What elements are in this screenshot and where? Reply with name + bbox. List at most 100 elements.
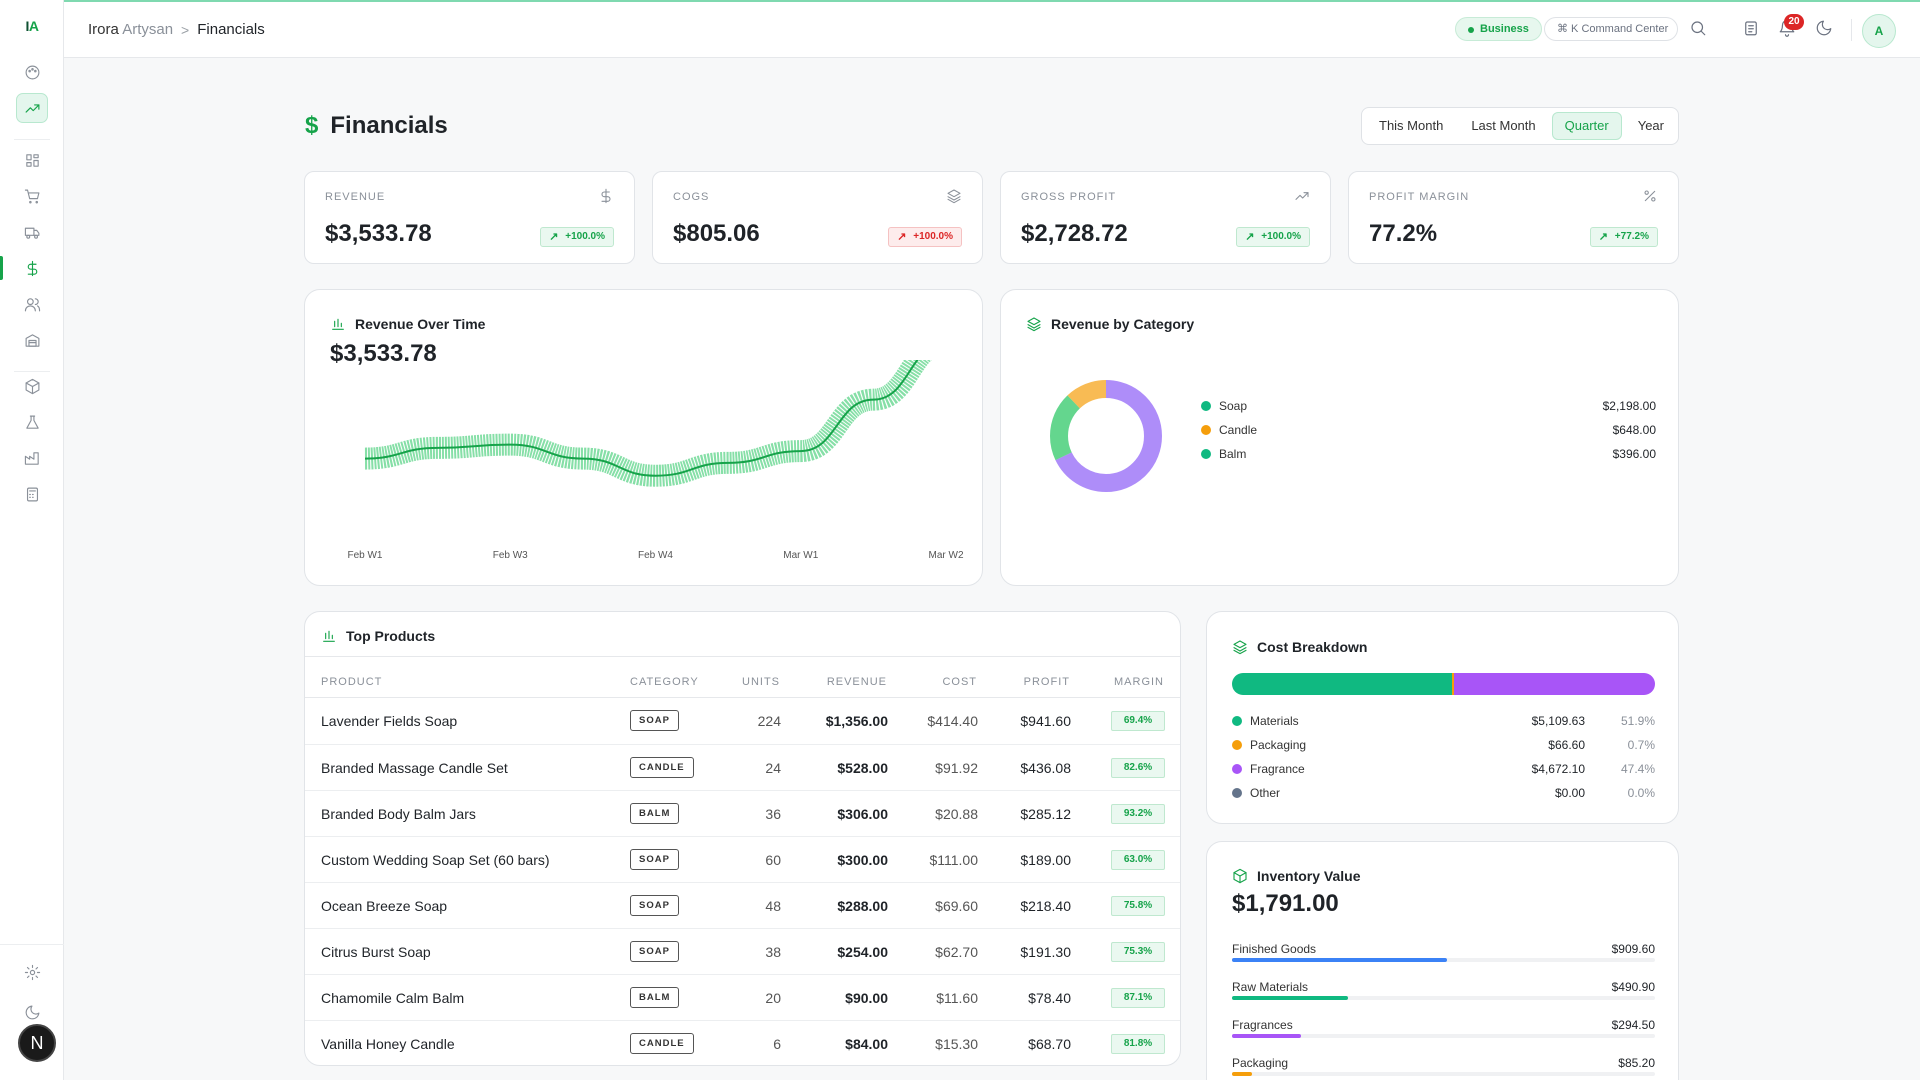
- cost-name: Other: [1250, 786, 1281, 800]
- user-avatar[interactable]: A: [1862, 14, 1896, 48]
- inventory-bar-track: [1232, 1072, 1655, 1076]
- factory-icon[interactable]: [16, 443, 48, 473]
- legend-item-balm: Balm $396.00: [1201, 445, 1656, 463]
- revenue-cell: $90.00: [845, 990, 888, 1006]
- table-row[interactable]: Branded Body Balm Jars BALM 36 $306.00 $20.8…: [305, 790, 1180, 836]
- inventory-name: Raw Materials: [1232, 980, 1309, 994]
- inventory-row: Finished Goods $909.60: [1232, 942, 1655, 972]
- column-header-cost[interactable]: COST: [942, 676, 977, 688]
- inventory-name: Packaging: [1232, 1056, 1289, 1070]
- cost-cell: $15.30: [935, 1036, 978, 1052]
- inventory-amount: $909.60: [1611, 942, 1655, 956]
- table-row[interactable]: Citrus Burst Soap SOAP 38 $254.00 $62.70 $191…: [305, 928, 1180, 974]
- top-products-panel: Top Products PRODUCT CATEGORY UNITS REVE…: [304, 611, 1181, 1066]
- cost-item-fragrance: Fragrance $4,672.10 47.4%: [1232, 760, 1655, 778]
- inventory-name: Finished Goods: [1232, 942, 1317, 956]
- inventory-amount: $490.90: [1611, 980, 1655, 994]
- kpi-label: REVENUE: [325, 191, 386, 203]
- table-row[interactable]: Chamomile Calm Balm BALM 20 $90.00 $11.60 $78…: [305, 974, 1180, 1020]
- revenue-cell: $300.00: [837, 852, 888, 868]
- legend-name: Candle: [1219, 423, 1258, 437]
- revenue-by-category-title: Revenue by Category: [1026, 316, 1194, 332]
- cost-breakdown-title: Cost Breakdown: [1232, 639, 1367, 655]
- cost-name: Fragrance: [1250, 762, 1305, 776]
- period-this-month[interactable]: This Month: [1379, 118, 1444, 133]
- topbar-divider: [1851, 19, 1852, 41]
- column-header-product[interactable]: PRODUCT: [321, 676, 383, 688]
- breadcrumb-separator: >: [181, 21, 190, 38]
- gear-icon[interactable]: [16, 957, 48, 987]
- donut-slice-candle[interactable]: [1050, 380, 1162, 492]
- command-center-button[interactable]: ⌘ K Command Center: [1544, 17, 1678, 41]
- warehouse-icon[interactable]: [16, 325, 48, 355]
- margin-badge: 81.8%: [1111, 1034, 1165, 1054]
- workspace-avatar[interactable]: N: [18, 1024, 56, 1062]
- moon-icon[interactable]: [1815, 19, 1835, 39]
- inventory-name: Fragrances: [1232, 1018, 1293, 1032]
- app-logo[interactable]: IA: [0, 18, 64, 34]
- units-cell: 38: [765, 944, 781, 960]
- package-icon: [1233, 868, 1247, 884]
- cost-amount: $4,672.10: [1531, 762, 1585, 776]
- margin-badge: 69.4%: [1111, 711, 1165, 731]
- sidebar: IA N: [0, 0, 64, 1080]
- plan-badge[interactable]: Business: [1455, 17, 1542, 41]
- category-badge: BALM: [630, 803, 680, 824]
- flask-icon[interactable]: [16, 407, 48, 437]
- category-badge: BALM: [630, 987, 680, 1008]
- table-row[interactable]: Vanilla Honey Candle CANDLE 6 $84.00 $15.30 $…: [305, 1020, 1180, 1065]
- trending-icon[interactable]: [16, 93, 48, 123]
- revenue-total: $3,533.78: [330, 340, 437, 367]
- top-products-title: Top Products: [321, 628, 435, 644]
- kpi-value: $3,533.78: [325, 220, 432, 247]
- period-quarter[interactable]: Quarter: [1551, 112, 1622, 140]
- package-icon[interactable]: [16, 371, 48, 401]
- period-last-month[interactable]: Last Month: [1471, 118, 1536, 133]
- donut-slice-balm[interactable]: [1050, 380, 1162, 492]
- units-cell: 224: [757, 713, 781, 729]
- column-header-profit[interactable]: PROFIT: [1023, 676, 1070, 688]
- panel-title-text: Cost Breakdown: [1257, 639, 1368, 655]
- profit-cell: $191.30: [1020, 944, 1071, 960]
- revenue-cell: $528.00: [837, 760, 888, 776]
- panel-title-text: Inventory Value: [1257, 868, 1361, 884]
- moon-icon[interactable]: [16, 997, 48, 1027]
- users-icon[interactable]: [16, 289, 48, 319]
- sidebar-divider: [0, 944, 64, 945]
- table-row[interactable]: Lavender Fields Soap SOAP 224 $1,356.00 $414…: [305, 698, 1180, 744]
- category-badge: SOAP: [630, 849, 679, 870]
- column-header-units[interactable]: UNITS: [742, 676, 780, 688]
- cart-icon[interactable]: [16, 181, 48, 211]
- revenue-line: [364, 360, 919, 477]
- column-header-category[interactable]: CATEGORY: [630, 676, 699, 688]
- accent-line: [0, 0, 1920, 2]
- column-header-margin[interactable]: MARGIN: [1114, 676, 1164, 688]
- dashboard-icon[interactable]: [16, 145, 48, 175]
- cost-cell: $414.40: [927, 713, 978, 729]
- column-header-revenue[interactable]: REVENUE: [826, 676, 887, 688]
- breadcrumb-org[interactable]: Irora Artysan: [88, 21, 173, 38]
- kpi-label: PROFIT MARGIN: [1369, 191, 1470, 203]
- table-row[interactable]: Branded Massage Candle Set CANDLE 24 $528.0…: [305, 744, 1180, 790]
- revenue-area-band: [364, 360, 932, 487]
- inventory-amount: $294.50: [1611, 1018, 1655, 1032]
- inventory-row: Fragrances $294.50: [1232, 1018, 1655, 1048]
- calculator-icon[interactable]: [16, 479, 48, 509]
- palette-icon[interactable]: [16, 57, 48, 87]
- dollar-icon[interactable]: [16, 253, 48, 283]
- cost-breakdown-panel: Cost Breakdown Materials $5,109.63 51.9% P…: [1206, 611, 1679, 824]
- clipboard-icon[interactable]: [1742, 19, 1762, 39]
- cost-cell: $62.70: [935, 944, 978, 960]
- truck-icon[interactable]: [16, 217, 48, 247]
- period-year[interactable]: Year: [1637, 118, 1664, 133]
- x-tick-label: Mar W2: [929, 550, 964, 561]
- cost-item-packaging: Packaging $66.60 0.7%: [1232, 736, 1655, 754]
- breadcrumb-org-first: Irora: [88, 21, 119, 38]
- breadcrumb: Irora Artysan > Financials: [88, 21, 265, 38]
- margin-badge: 82.6%: [1111, 758, 1165, 778]
- table-row[interactable]: Custom Wedding Soap Set (60 bars) SOAP 60 $…: [305, 836, 1180, 882]
- table-row[interactable]: Ocean Breeze Soap SOAP 48 $288.00 $69.60 $218…: [305, 882, 1180, 928]
- search-icon[interactable]: [1689, 19, 1709, 39]
- topbar: Irora Artysan > Financials Business ⌘ K …: [64, 2, 1920, 58]
- profit-cell: $218.40: [1020, 898, 1071, 914]
